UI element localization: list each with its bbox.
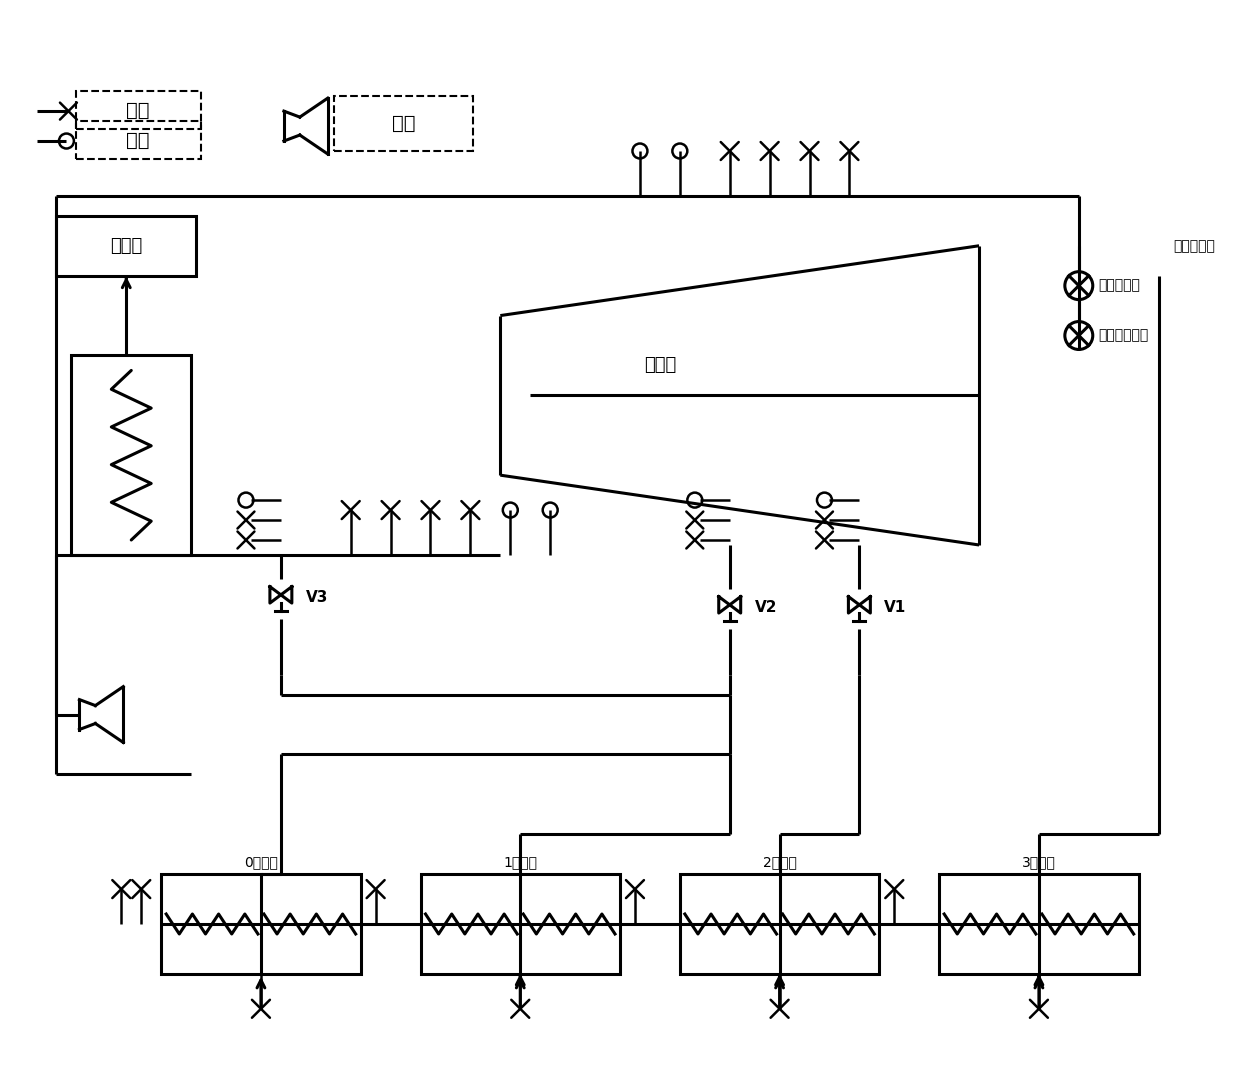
Bar <box>72 356 191 555</box>
Bar <box>680 874 879 974</box>
Text: 温度: 温度 <box>126 101 150 119</box>
Text: 高压调节汽阀: 高压调节汽阀 <box>1099 329 1149 343</box>
Bar <box>939 874 1138 974</box>
Bar <box>77 121 201 159</box>
Bar <box>420 874 620 974</box>
Text: 0号高加: 0号高加 <box>244 855 278 870</box>
Text: 2号高加: 2号高加 <box>763 855 796 870</box>
Text: 来自中压缸: 来自中压缸 <box>1173 239 1215 253</box>
Bar <box>77 91 201 129</box>
Bar <box>161 874 361 974</box>
Text: 1号高加: 1号高加 <box>503 855 537 870</box>
Bar <box>57 216 196 275</box>
Bar <box>334 96 474 150</box>
Text: V1: V1 <box>884 600 906 615</box>
Text: 流量: 流量 <box>392 114 415 132</box>
Text: 自动主汽阀: 自动主汽阀 <box>1099 278 1141 292</box>
Text: V3: V3 <box>306 590 329 605</box>
Text: 高压缸: 高压缸 <box>644 357 676 374</box>
Text: 中压缸: 中压缸 <box>110 236 143 255</box>
Text: 压力: 压力 <box>126 130 150 149</box>
Text: V2: V2 <box>755 600 777 615</box>
Text: 3号高加: 3号高加 <box>1022 855 1055 870</box>
